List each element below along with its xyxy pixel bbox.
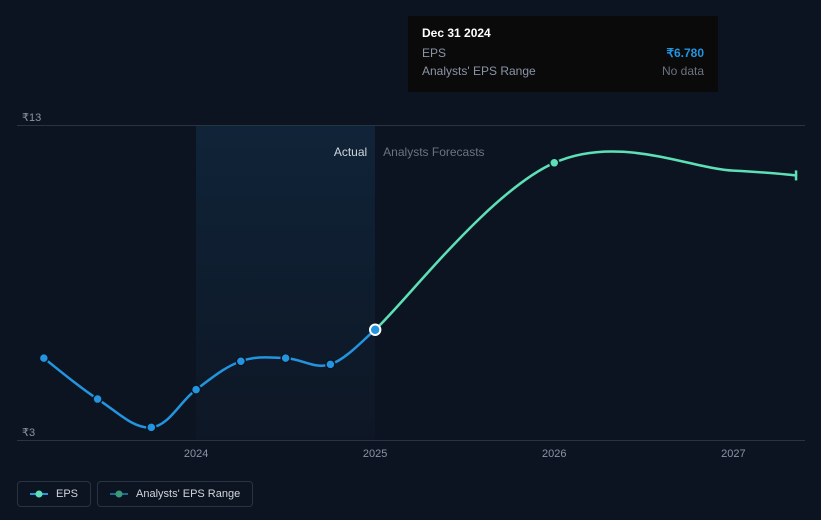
series-marker bbox=[147, 423, 156, 432]
y-tick-label: ₹13 bbox=[22, 111, 41, 124]
legend-label: EPS bbox=[56, 488, 78, 500]
legend-item[interactable]: Analysts' EPS Range bbox=[97, 481, 253, 507]
x-tick-label: 2026 bbox=[542, 448, 566, 460]
tooltip-row-eps: EPS ₹6.780 bbox=[422, 46, 704, 60]
tooltip-row-range: Analysts' EPS Range No data bbox=[422, 64, 704, 78]
series-marker bbox=[550, 158, 559, 167]
tooltip-date: Dec 31 2024 bbox=[422, 26, 704, 40]
eps-chart-container: Dec 31 2024 EPS ₹6.780 Analysts' EPS Ran… bbox=[0, 0, 821, 520]
series-marker bbox=[236, 357, 245, 366]
chart-legend: EPS Analysts' EPS Range bbox=[17, 481, 253, 507]
x-tick-label: 2027 bbox=[721, 448, 745, 460]
legend-item[interactable]: EPS bbox=[17, 481, 91, 507]
tooltip-range-value: No data bbox=[662, 64, 704, 78]
series-marker bbox=[192, 385, 201, 394]
highlight-marker bbox=[370, 325, 380, 335]
x-tick-label: 2025 bbox=[363, 448, 387, 460]
series-marker bbox=[326, 360, 335, 369]
plot-area[interactable]: Actual Analysts Forecasts bbox=[17, 125, 805, 440]
chart-tooltip: Dec 31 2024 EPS ₹6.780 Analysts' EPS Ran… bbox=[408, 16, 718, 92]
legend-label: Analysts' EPS Range bbox=[136, 488, 240, 500]
tooltip-eps-value: ₹6.780 bbox=[666, 46, 704, 60]
y-tick-label: ₹3 bbox=[22, 426, 35, 439]
tooltip-range-label: Analysts' EPS Range bbox=[422, 64, 536, 78]
gridline-bottom bbox=[17, 440, 805, 441]
chart-svg bbox=[17, 125, 805, 440]
legend-marker-icon bbox=[30, 490, 48, 498]
series-line bbox=[44, 330, 375, 428]
series-line bbox=[375, 151, 796, 329]
legend-marker-icon bbox=[110, 490, 128, 498]
tooltip-eps-label: EPS bbox=[422, 46, 446, 60]
series-marker bbox=[281, 354, 290, 363]
series-marker bbox=[39, 354, 48, 363]
series-marker bbox=[93, 395, 102, 404]
x-tick-label: 2024 bbox=[184, 448, 208, 460]
